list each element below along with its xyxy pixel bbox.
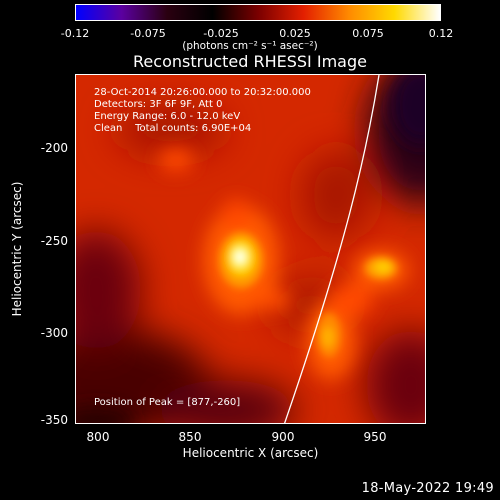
colorbar-tick: 0.075 bbox=[352, 27, 384, 40]
y-tick-label: -300 bbox=[40, 326, 68, 340]
plot-title: Reconstructed RHESSI Image bbox=[133, 52, 367, 71]
peak-position-label: Position of Peak = [877,-260] bbox=[94, 397, 241, 408]
solar-limb-line bbox=[283, 75, 380, 423]
x-axis-label: Heliocentric X (arcsec) bbox=[182, 446, 319, 460]
colorbar-tick: 0.025 bbox=[279, 27, 311, 40]
colorbar-tick: -0.025 bbox=[203, 27, 239, 40]
x-tick-label: 850 bbox=[178, 430, 202, 444]
rhessi-image-plot: 28-Oct-2014 20:26:00.000 to 20:32:00.000… bbox=[75, 74, 426, 424]
y-tick-label: -350 bbox=[40, 413, 68, 427]
energy-range-label: Energy Range: 6.0 - 12.0 keV bbox=[94, 111, 241, 122]
rhessi-image bbox=[76, 75, 425, 423]
clean-total-counts-label: Clean Total counts: 6.90E+04 bbox=[94, 123, 252, 134]
colorbar bbox=[75, 4, 441, 21]
x-tick-label: 800 bbox=[86, 430, 110, 444]
x-tick-label: 950 bbox=[363, 430, 387, 444]
detectors-label: Detectors: 3F 6F 9F, Att 0 bbox=[94, 99, 223, 110]
colorbar-units: (photons cm⁻² s⁻¹ asec⁻²) bbox=[182, 40, 318, 52]
y-axis-label: Heliocentric Y (arcsec) bbox=[10, 181, 24, 317]
y-tick-label: -250 bbox=[40, 234, 68, 248]
y-tick-label: -200 bbox=[40, 141, 68, 155]
generation-timestamp: 18-May-2022 19:49 bbox=[361, 481, 494, 496]
colorbar-tick: -0.12 bbox=[60, 27, 90, 40]
time-range-label: 28-Oct-2014 20:26:00.000 to 20:32:00.000 bbox=[94, 87, 311, 98]
x-tick-label: 900 bbox=[271, 430, 295, 444]
colorbar-tick: -0.075 bbox=[130, 27, 166, 40]
colorbar-tick: 0.12 bbox=[428, 27, 454, 40]
